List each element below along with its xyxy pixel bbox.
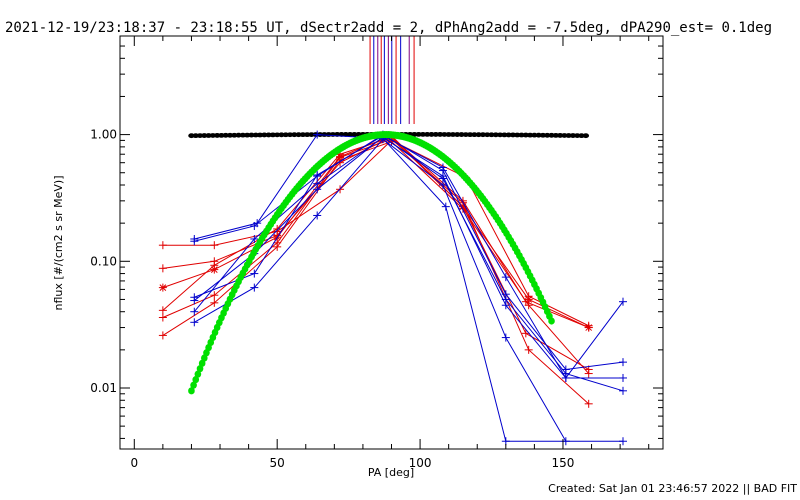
x-tick-label: 150 (552, 456, 575, 470)
series-point (618, 386, 627, 395)
series-point (618, 297, 627, 306)
y-tick-label: 1.00 (90, 128, 117, 142)
fit-curve-point (192, 376, 200, 384)
fit-curve-point (548, 317, 555, 325)
point-star-d2 (585, 324, 593, 331)
series-point (438, 163, 447, 172)
y-axis-label: nflux [#/(cm2 s sr MeV)] (52, 176, 65, 311)
fit-curve-point (194, 370, 202, 378)
series-line (162, 139, 589, 327)
series (158, 133, 593, 374)
series-point (561, 373, 570, 382)
series-point (210, 241, 219, 250)
series-point (158, 264, 167, 273)
series-point (441, 202, 450, 211)
series (190, 132, 627, 395)
series-point (190, 318, 199, 327)
footer-text: Created: Sat Jan 01 23:46:57 2022 || BAD… (548, 482, 797, 495)
data-series (158, 130, 627, 446)
series-point (501, 333, 510, 342)
series-line (194, 134, 623, 442)
series-point (313, 211, 322, 220)
point-star-d2 (210, 266, 218, 273)
y-tick-label: 0.10 (90, 254, 117, 268)
series-point (158, 283, 167, 292)
fit-curve (188, 130, 555, 395)
series-point (313, 179, 322, 188)
series-line (162, 136, 589, 370)
series-point (458, 204, 467, 213)
series-line (193, 136, 624, 392)
series-point (618, 437, 627, 446)
series-point (524, 345, 533, 354)
series-line (194, 134, 624, 371)
series-point (501, 437, 510, 446)
series (190, 131, 627, 382)
series-point (190, 296, 199, 305)
chart-title: 2021-12-19/23:18:37 - 23:18:55 UT, dSect… (5, 20, 772, 36)
series-point (250, 221, 259, 230)
series-point (210, 291, 219, 300)
x-tick-label: 0 (130, 456, 138, 470)
series-line (194, 138, 567, 442)
series-point (190, 237, 199, 246)
series-point (158, 306, 167, 315)
fit-curve-point (190, 381, 197, 389)
flat-curve (188, 131, 590, 139)
series-line (194, 135, 623, 379)
series-point (438, 181, 447, 190)
x-axis-label: PA [deg] (368, 466, 414, 479)
point-star-d2 (159, 284, 167, 291)
series-point (250, 234, 259, 243)
x-tick-label: 50 (270, 456, 285, 470)
fit-curve-point (196, 365, 204, 373)
series (190, 133, 627, 382)
series-point (273, 242, 282, 251)
fit-curve-point (188, 387, 195, 395)
flat-curve-point (582, 133, 590, 139)
series-point (210, 261, 219, 270)
series-point (501, 301, 510, 310)
series-point (190, 307, 199, 316)
series (190, 135, 570, 446)
series-point (618, 373, 627, 382)
series-point (313, 130, 322, 139)
series-point (313, 170, 322, 179)
series-point (584, 323, 593, 332)
series-point (158, 313, 167, 322)
series-point (250, 269, 259, 278)
y-axis-ticks: 0.01 0.10 1.00 (90, 35, 663, 439)
series-point (158, 331, 167, 340)
series-point (273, 224, 282, 233)
series-point (250, 283, 259, 292)
series-point (438, 172, 447, 181)
plot-area (158, 130, 627, 446)
series-line (162, 138, 590, 405)
marker-lines (369, 36, 415, 124)
series-point (210, 298, 219, 307)
x-tick-label: 100 (409, 456, 432, 470)
series-point (524, 301, 533, 310)
x-axis-ticks: 0 50 100 150 (130, 36, 650, 470)
series-point (618, 358, 627, 367)
series-point (501, 273, 510, 282)
series-point (584, 369, 593, 378)
series (158, 132, 593, 332)
y-tick-label: 0.01 (90, 381, 117, 395)
series-point (158, 241, 167, 250)
series-point (584, 399, 593, 408)
